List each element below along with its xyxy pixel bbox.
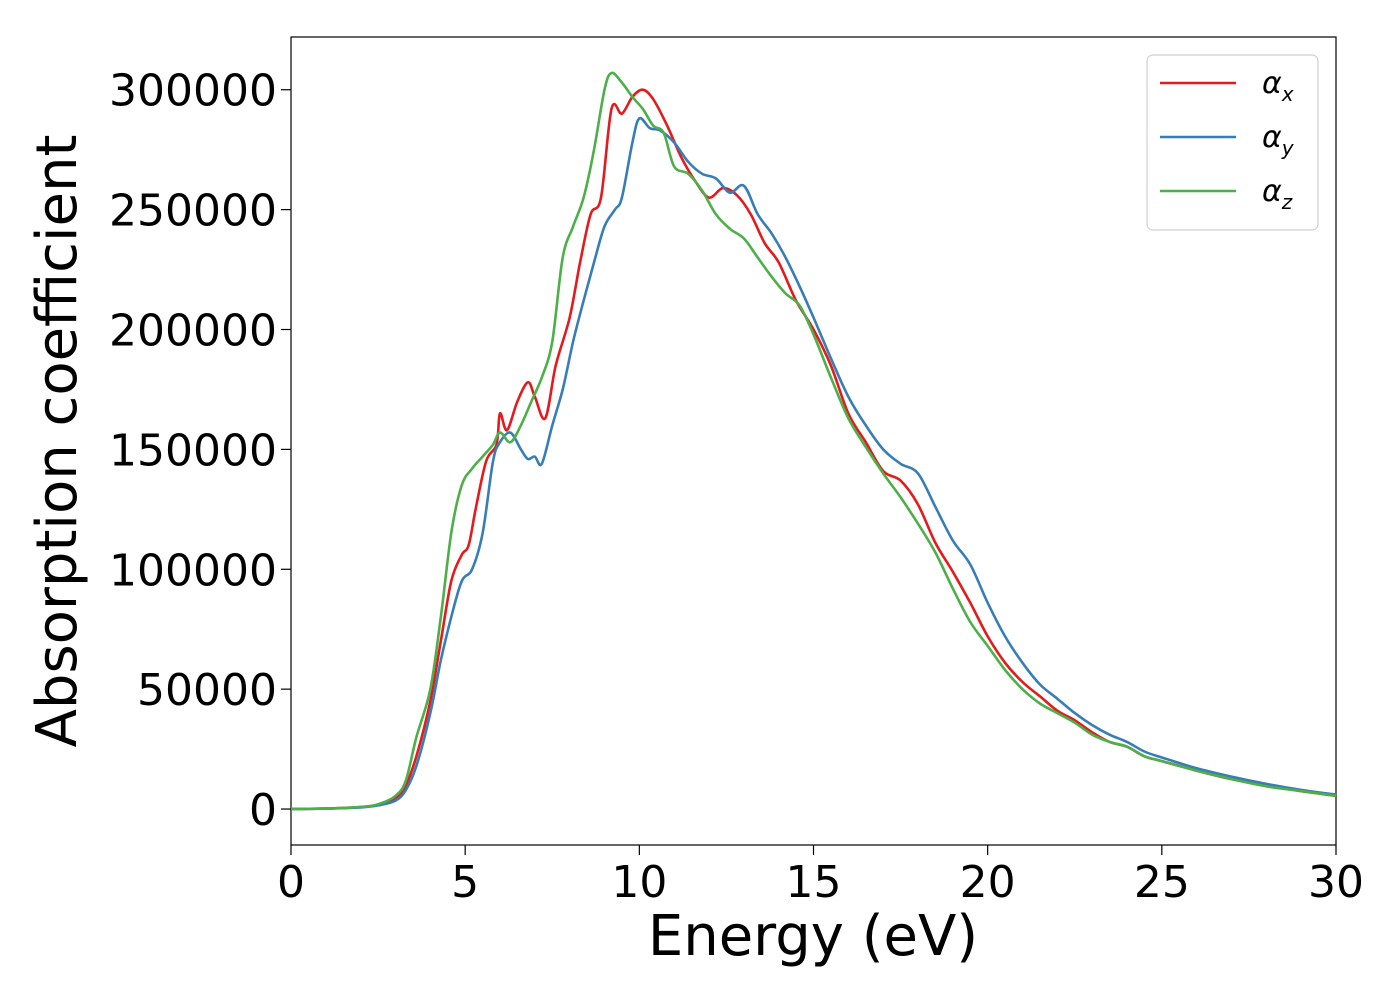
- y-tick-label: 50000: [137, 665, 277, 716]
- x-tick-label: 5: [451, 857, 479, 908]
- x-axis: 0 5 10 15 20 25 30: [277, 845, 1364, 908]
- x-tick-label: 20: [960, 857, 1016, 908]
- series-layer: [290, 71, 1337, 811]
- x-axis-title: Energy (eV): [648, 904, 978, 969]
- y-tick-label: 300000: [109, 66, 277, 117]
- x-tick-label: 10: [611, 857, 667, 908]
- y-axis-title: Absorption coefficient: [25, 135, 90, 748]
- y-tick-label: 250000: [109, 186, 277, 237]
- y-tick-label: 0: [249, 785, 277, 836]
- x-tick-label: 30: [1308, 857, 1364, 908]
- y-tick-label: 100000: [109, 545, 277, 596]
- y-axis: 0 50000 100000 150000 200000 250000 300000: [109, 66, 291, 836]
- series-line-z: [290, 71, 1337, 811]
- x-tick-label: 25: [1134, 857, 1190, 908]
- y-tick-label: 150000: [109, 425, 277, 476]
- y-tick-label: 200000: [109, 306, 277, 357]
- x-tick-label: 0: [277, 857, 305, 908]
- series-line-y: [290, 116, 1337, 811]
- x-tick-label: 15: [786, 857, 842, 908]
- legend-box: [1146, 54, 1319, 231]
